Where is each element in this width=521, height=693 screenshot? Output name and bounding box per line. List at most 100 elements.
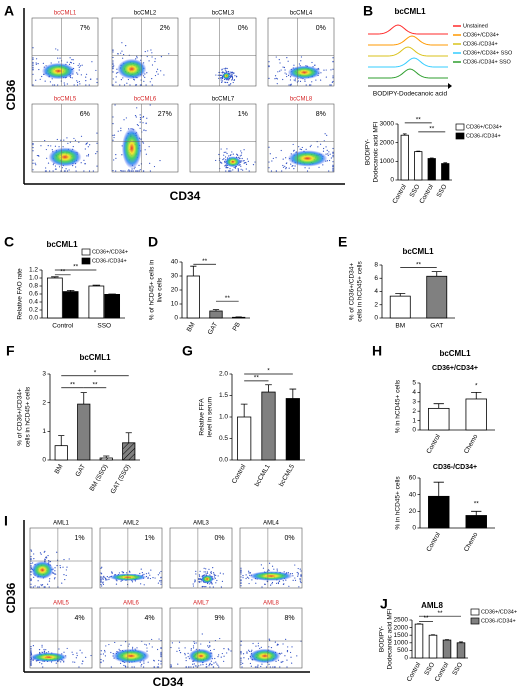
event-dot bbox=[237, 154, 239, 156]
event-dot bbox=[140, 583, 142, 585]
event-dot bbox=[154, 60, 156, 63]
event-dot bbox=[120, 580, 122, 582]
event-dot bbox=[223, 151, 225, 153]
event-dot bbox=[119, 84, 121, 86]
x-tick-label: Control bbox=[231, 463, 248, 485]
event-dot bbox=[212, 572, 215, 574]
event-dot bbox=[309, 146, 311, 148]
event-dot bbox=[289, 79, 292, 81]
event-dot bbox=[32, 69, 34, 71]
event-dot bbox=[32, 63, 34, 65]
event-dot bbox=[44, 550, 46, 552]
event-dot bbox=[244, 161, 246, 164]
event-dot bbox=[43, 586, 45, 588]
event-dot bbox=[207, 645, 209, 647]
event-dot bbox=[146, 55, 148, 58]
event-dot bbox=[78, 63, 81, 65]
y-tick-label: 2.0 bbox=[219, 371, 228, 378]
event-dot bbox=[270, 646, 273, 649]
event-dot bbox=[285, 167, 287, 169]
event-dot bbox=[248, 170, 250, 172]
event-dot bbox=[138, 170, 140, 172]
significance-label: ** bbox=[202, 258, 208, 265]
event-dot bbox=[78, 666, 80, 668]
event-dot bbox=[219, 572, 221, 574]
event-dot bbox=[148, 572, 150, 574]
event-dot bbox=[144, 643, 146, 645]
event-dot bbox=[131, 168, 133, 170]
event-dot bbox=[243, 159, 245, 162]
significance-label: ** bbox=[60, 269, 66, 276]
event-dot bbox=[146, 647, 148, 649]
event-dot bbox=[123, 664, 125, 667]
panel-letter: H bbox=[372, 343, 382, 359]
event-dot bbox=[47, 145, 49, 147]
event-dot bbox=[140, 79, 142, 81]
event-dot bbox=[149, 81, 151, 83]
event-dot bbox=[71, 59, 73, 61]
quadrant-percent: 8% bbox=[285, 615, 295, 622]
event-dot bbox=[206, 572, 209, 574]
event-dot bbox=[77, 64, 79, 67]
x-tick-label: Chemo bbox=[463, 433, 480, 455]
event-dot bbox=[327, 154, 329, 156]
event-dot bbox=[42, 666, 44, 668]
event-dot bbox=[139, 84, 141, 86]
event-dot bbox=[239, 155, 241, 157]
event-dot bbox=[241, 157, 243, 160]
event-dot bbox=[323, 140, 325, 142]
sample-name: bcCML4 bbox=[290, 11, 313, 17]
event-dot bbox=[170, 664, 172, 666]
event-dot bbox=[120, 79, 122, 81]
event-dot bbox=[151, 56, 153, 58]
event-dot bbox=[205, 571, 207, 573]
y-tick-label: 0 bbox=[390, 177, 394, 184]
event-dot bbox=[287, 74, 290, 77]
event-dot bbox=[150, 569, 152, 571]
event-dot bbox=[305, 148, 307, 150]
event-dot bbox=[287, 60, 289, 62]
event-dot bbox=[251, 579, 253, 581]
event-dot bbox=[75, 166, 77, 168]
event-dot bbox=[112, 68, 114, 70]
event-dot bbox=[308, 84, 311, 86]
y-tick-label: 5 bbox=[412, 380, 416, 387]
density-blob bbox=[41, 62, 75, 80]
y-tick-label: 40 bbox=[409, 491, 417, 498]
event-dot bbox=[57, 57, 59, 59]
event-dot bbox=[255, 582, 257, 584]
event-dot bbox=[32, 169, 34, 171]
event-dot bbox=[240, 571, 242, 573]
event-dot bbox=[205, 573, 207, 575]
x-axis-label: CD34 bbox=[170, 189, 201, 203]
event-dot bbox=[47, 651, 50, 653]
density-blob bbox=[249, 571, 293, 581]
event-dot bbox=[230, 170, 232, 172]
bar bbox=[400, 134, 409, 181]
event-dot bbox=[287, 572, 290, 574]
event-dot bbox=[240, 150, 242, 152]
event-dot bbox=[290, 163, 292, 165]
event-dot bbox=[271, 583, 273, 585]
event-dot bbox=[160, 70, 162, 72]
event-dot bbox=[100, 653, 102, 655]
event-dot bbox=[208, 646, 210, 648]
event-dot bbox=[286, 75, 288, 78]
event-dot bbox=[224, 81, 226, 83]
event-dot bbox=[221, 652, 223, 655]
event-dot bbox=[63, 558, 65, 561]
event-dot bbox=[65, 574, 67, 577]
density-blob bbox=[222, 72, 231, 80]
x-tick-label: Control bbox=[52, 323, 74, 330]
event-dot bbox=[41, 651, 43, 653]
event-dot bbox=[32, 61, 34, 64]
event-dot bbox=[41, 585, 43, 587]
sample-name: AML3 bbox=[193, 521, 209, 527]
y-tick-label: 10 bbox=[171, 301, 179, 308]
panel-letter: F bbox=[6, 343, 15, 359]
event-dot bbox=[240, 580, 242, 582]
event-dot bbox=[80, 74, 82, 76]
event-dot bbox=[222, 71, 224, 73]
legend-label: CD36+/CD34+ bbox=[481, 609, 517, 615]
event-dot bbox=[160, 647, 162, 650]
